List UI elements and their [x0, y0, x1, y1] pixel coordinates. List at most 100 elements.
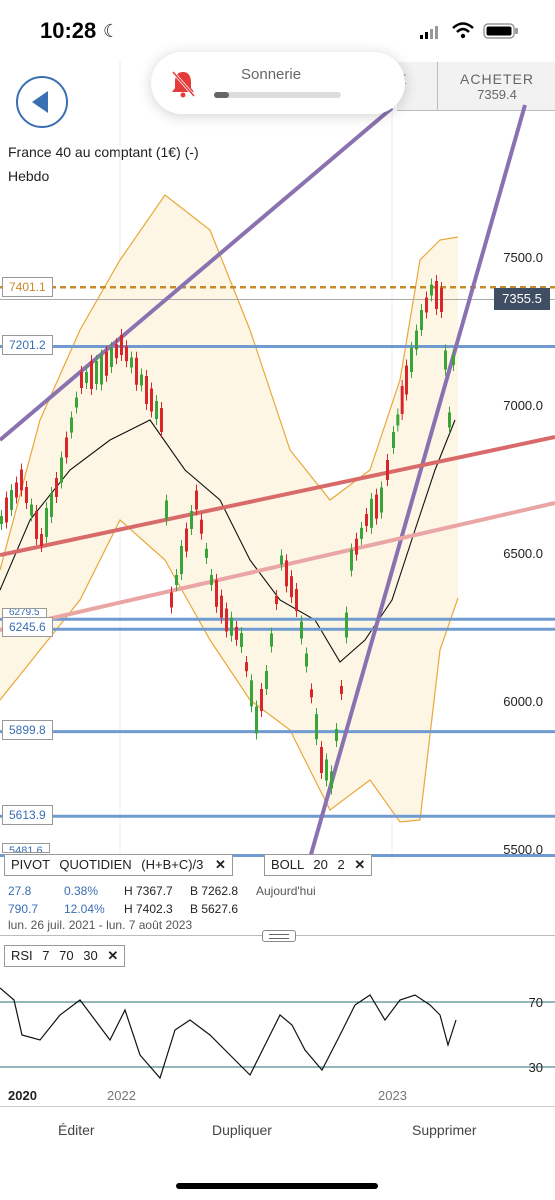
- candle-body: [170, 592, 173, 608]
- close-icon[interactable]: ✕: [107, 948, 119, 963]
- candle-body: [155, 401, 158, 419]
- axis-label: 6500.0: [503, 546, 543, 561]
- close-icon[interactable]: ✕: [354, 857, 366, 872]
- level-label-5481[interactable]: 5481.6: [2, 843, 50, 853]
- stat-low: B 7262.8: [190, 884, 239, 898]
- trendline[interactable]: [288, 104, 527, 860]
- rsi-period: 7: [42, 948, 50, 963]
- candle-body: [220, 595, 223, 618]
- candle-body: [425, 297, 428, 313]
- delete-button[interactable]: Supprimer: [412, 1122, 477, 1138]
- price-chart[interactable]: [0, 60, 555, 860]
- candle-body: [180, 546, 183, 574]
- candle-body: [65, 437, 68, 458]
- resize-handle[interactable]: [262, 930, 296, 942]
- stat-period: Aujourd'hui: [256, 884, 316, 898]
- boll-indicator[interactable]: BOLL 20 2 ✕: [264, 854, 373, 876]
- candle-body: [215, 579, 218, 607]
- candle-body: [110, 348, 113, 367]
- candle-body: [255, 706, 258, 734]
- edit-button[interactable]: Éditer: [58, 1122, 95, 1138]
- candle-body: [15, 482, 18, 498]
- candle-body: [210, 575, 213, 585]
- candle-body: [305, 653, 308, 667]
- rsi-high: 70: [59, 948, 74, 963]
- candle-body: [330, 771, 333, 789]
- boll-label: BOLL: [271, 857, 304, 872]
- candle-body: [392, 432, 395, 448]
- stat-high: H 7367.7: [124, 884, 173, 898]
- pivot-indicator[interactable]: PIVOT QUOTIDIEN (H+B+C)/3 ✕: [4, 854, 233, 876]
- candle-body: [85, 372, 88, 383]
- candle-body: [400, 386, 404, 414]
- candle-body: [75, 397, 78, 408]
- candle-body: [135, 357, 138, 385]
- candle-body: [5, 497, 8, 523]
- candle-body: [175, 575, 178, 585]
- trendline[interactable]: [0, 106, 394, 442]
- candle-body: [20, 469, 23, 491]
- level-label-5613[interactable]: 5613.9: [2, 805, 53, 825]
- axis-label: 7000.0: [503, 398, 543, 413]
- bollinger-band-fill: [0, 195, 458, 822]
- level-label-7401[interactable]: 7401.1: [2, 277, 53, 297]
- ringer-label: Sonnerie: [241, 66, 302, 83]
- stat-low: B 5627.6: [190, 902, 239, 916]
- stat-change: 790.7: [8, 902, 39, 916]
- candle-body: [40, 534, 43, 546]
- candle-body: [10, 490, 13, 510]
- candle-body: [275, 596, 278, 604]
- rsi-chart[interactable]: [0, 960, 555, 1080]
- pivot-mode: QUOTIDIEN: [59, 857, 132, 872]
- stat-range: lun. 26 juil. 2021 - lun. 7 août 2023: [8, 918, 193, 932]
- buy-button[interactable]: ACHETER 7359.4: [437, 62, 555, 111]
- stat-change-pct: 12.04%: [64, 902, 105, 916]
- candle-body: [415, 330, 418, 350]
- moving-average-line: [0, 419, 456, 663]
- candle-body: [130, 357, 133, 368]
- level-label-5899[interactable]: 5899.8: [2, 720, 53, 740]
- candle-body: [270, 633, 273, 647]
- level-label-7201[interactable]: 7201.2: [2, 335, 53, 355]
- trendline[interactable]: [0, 501, 555, 632]
- bell-slash-icon: [169, 68, 197, 103]
- candle-body: [280, 555, 283, 565]
- level-label-6245[interactable]: 6245.6: [2, 617, 53, 637]
- candle-body: [100, 355, 103, 385]
- stat-change-pct: 0.38%: [64, 884, 99, 898]
- axis-label: 7500.0: [503, 250, 543, 265]
- candle-body: [145, 376, 148, 404]
- candle-body: [125, 346, 128, 362]
- rsi-indicator[interactable]: RSI 7 70 30 ✕: [4, 945, 126, 967]
- candle-body: [230, 617, 233, 636]
- x-axis-label-2020: 2020: [8, 1088, 37, 1103]
- candle-body: [355, 538, 358, 555]
- candle-body: [165, 500, 168, 520]
- rsi-axis-high: 70: [528, 995, 543, 1010]
- candle-body: [45, 508, 48, 537]
- home-indicator: [176, 1183, 378, 1189]
- candle-body: [410, 348, 413, 372]
- candle-body: [340, 686, 343, 694]
- candle-body: [35, 511, 38, 539]
- candle-body: [150, 388, 153, 412]
- duplicate-button[interactable]: Dupliquer: [212, 1122, 272, 1138]
- status-time: 10:28: [40, 18, 97, 43]
- candle-body: [444, 350, 447, 370]
- trendline[interactable]: [0, 435, 555, 557]
- candle-body: [60, 457, 63, 483]
- candle-body: [80, 372, 83, 388]
- candle-body: [345, 612, 348, 638]
- moon-icon: ☾: [103, 21, 120, 41]
- bollinger-upper: [0, 194, 459, 571]
- candle-body: [120, 335, 123, 355]
- candle-body: [25, 487, 28, 503]
- candle-body: [105, 351, 108, 376]
- back-arrow-icon: [32, 91, 48, 113]
- candle-body: [370, 498, 373, 528]
- candle-body: [185, 528, 188, 552]
- candle-body: [50, 493, 53, 517]
- candle-body: [115, 344, 118, 359]
- close-icon[interactable]: ✕: [215, 857, 226, 872]
- back-button[interactable]: [16, 76, 68, 128]
